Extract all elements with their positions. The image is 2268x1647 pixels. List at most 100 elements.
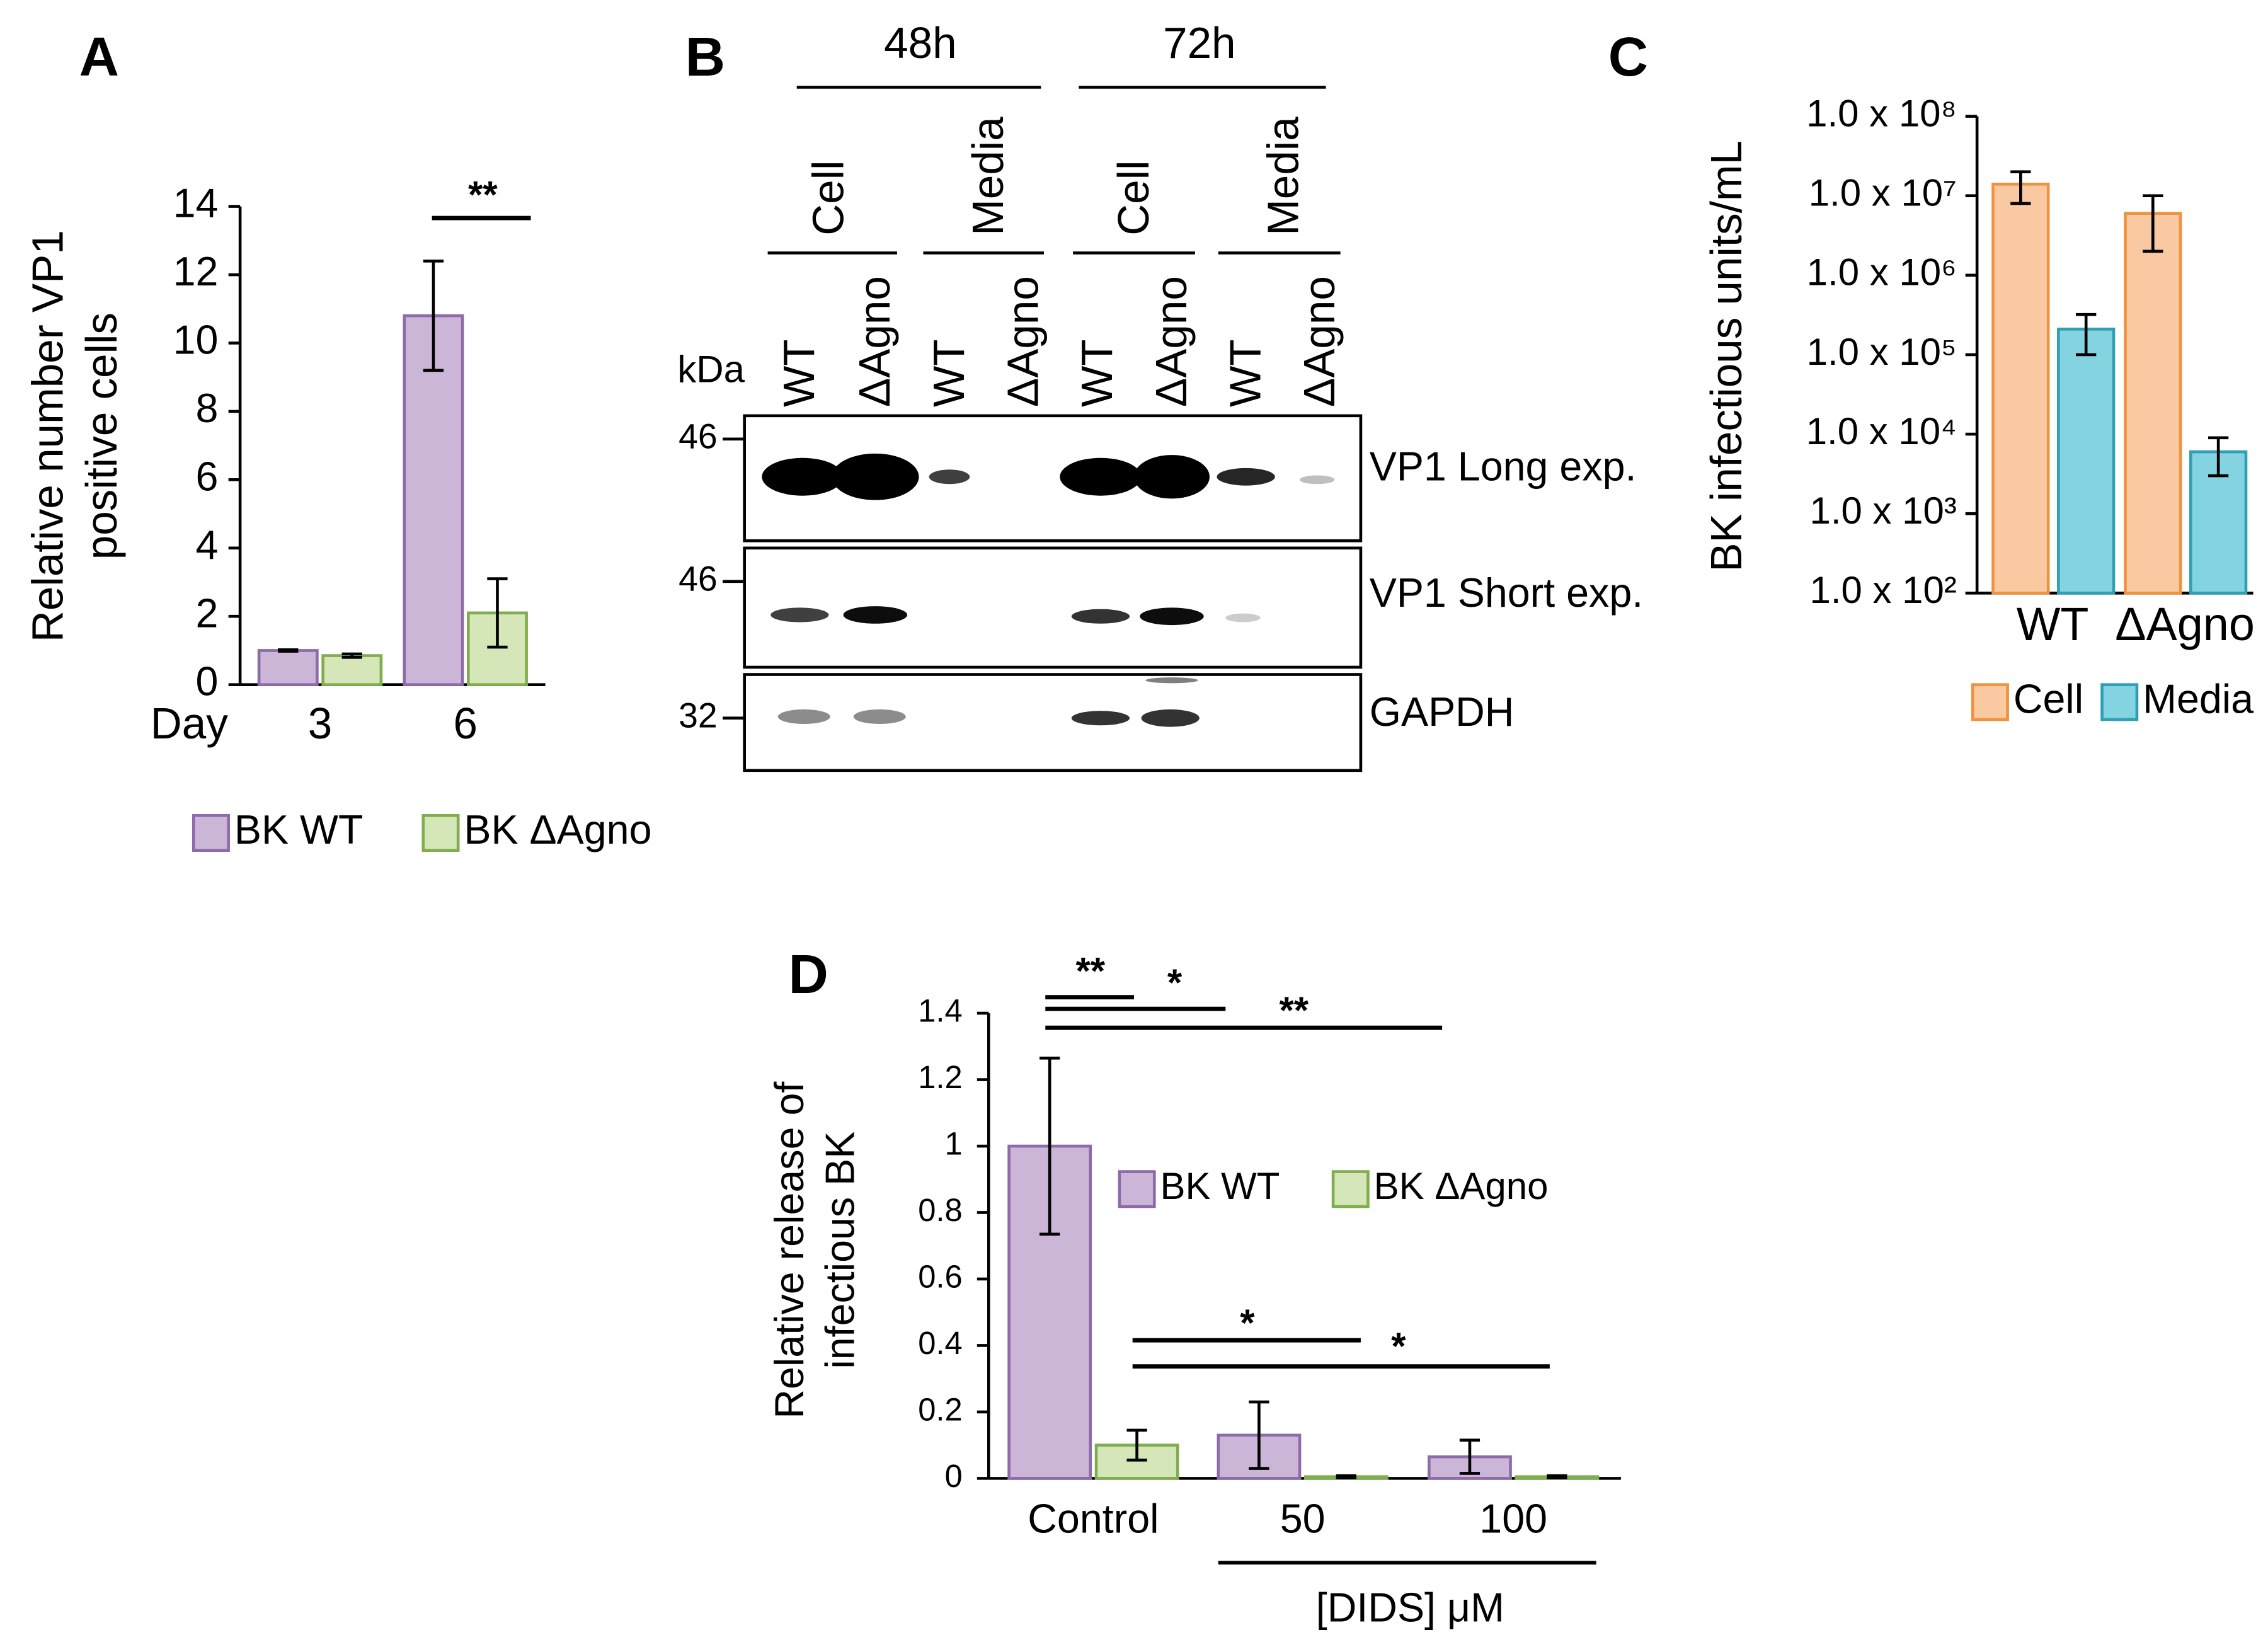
legend-swatch	[421, 814, 460, 852]
lane-label: WT	[1072, 339, 1121, 407]
fraction-label: Cell	[803, 161, 852, 236]
y-tick-label: 1.0 x 10⁵	[1807, 331, 1957, 373]
blot-band	[1300, 475, 1335, 485]
blot-band	[1071, 711, 1130, 726]
y-tick-label: 0.4	[918, 1325, 963, 1361]
error-bar	[2076, 313, 2097, 357]
legend-label: Cell	[2013, 676, 2083, 721]
blot-band	[1140, 607, 1204, 626]
marker-label: 46	[679, 559, 718, 598]
error-bar	[423, 260, 444, 372]
y-tick-label: 8	[196, 386, 219, 431]
error-bar	[2010, 170, 2031, 205]
legend-label: BK ΔAgno	[464, 807, 651, 852]
blot-band	[1060, 457, 1142, 496]
y-tick-label: 4	[196, 522, 219, 568]
strip-label: VP1 Long exp.	[1370, 444, 1637, 489]
bar	[2057, 327, 2116, 595]
panel-label: A	[79, 26, 119, 88]
y-axis-label: Relative release of	[767, 1081, 812, 1419]
legend-swatch	[1331, 1170, 1370, 1208]
y-axis-label: BK infectious units/mL	[1702, 141, 1751, 572]
bar	[2124, 212, 2182, 595]
y-tick-label: 14	[173, 181, 219, 226]
y-axis-label: Relative number VP1	[23, 230, 72, 642]
y-tick-label: 1.2	[918, 1059, 963, 1095]
y-tick-label: 1.0 x 10⁷	[1809, 172, 1957, 214]
blot-band	[1217, 468, 1275, 486]
fraction-label: Media	[963, 117, 1012, 236]
panel-label: D	[789, 943, 828, 1005]
x-tick-label: WT	[2017, 598, 2089, 650]
y-tick-label: 1	[945, 1125, 963, 1161]
significance-label: **	[468, 174, 498, 216]
error-bar	[341, 652, 362, 659]
unit-label: kDa	[677, 348, 745, 390]
y-tick-label: 1.0 x 10⁸	[1806, 92, 1957, 134]
significance-label: **	[1075, 950, 1105, 992]
x-tick-label: 50	[1280, 1496, 1326, 1542]
x-axis-label: [DIDS] μM	[1316, 1585, 1504, 1630]
lane-label: ΔAgno	[1147, 276, 1196, 407]
blot-band	[843, 606, 908, 624]
y-tick-label: 1.0 x 10⁶	[1807, 251, 1957, 294]
time-label: 48h	[884, 18, 956, 67]
y-tick-label: 1.0 x 10⁴	[1806, 410, 1957, 452]
legend-label: BK WT	[234, 807, 364, 852]
bar	[1991, 182, 2050, 595]
error-bar	[487, 577, 508, 649]
bar	[321, 654, 383, 686]
x-tick-label: 6	[453, 699, 478, 748]
marker-label: 32	[679, 696, 718, 735]
legend-swatch	[192, 814, 230, 852]
error-bar	[278, 648, 299, 653]
error-bar	[1040, 1056, 1060, 1236]
blot-band	[1134, 455, 1210, 499]
strip-label: GAPDH	[1370, 689, 1515, 735]
y-tick-label: 1.0 x 10³	[1809, 490, 1956, 532]
legend-label: BK WT	[1160, 1165, 1280, 1207]
blot-band	[1141, 709, 1200, 727]
error-bar	[2208, 436, 2229, 478]
marker-label: 46	[679, 416, 718, 456]
legend-label: Media	[2143, 676, 2254, 721]
blot-band	[853, 709, 906, 724]
error-bar	[1126, 1428, 1147, 1462]
x-tick-label: Control	[1028, 1496, 1159, 1542]
blot-band	[1071, 609, 1130, 624]
y-tick-label: 0.2	[918, 1391, 963, 1427]
lane-label: ΔAgno	[999, 276, 1048, 407]
bar	[403, 314, 464, 686]
strip-label: VP1 Short exp.	[1370, 570, 1643, 616]
lane-label: ΔAgno	[1295, 276, 1344, 407]
significance-label: *	[1240, 1302, 1255, 1344]
lane-label: ΔAgno	[850, 276, 899, 407]
y-tick-label: 0	[196, 659, 219, 704]
lane-label: WT	[774, 339, 823, 407]
fraction-label: Media	[1259, 117, 1308, 236]
x-tick-label: 100	[1479, 1496, 1547, 1542]
legend-swatch	[2100, 683, 2139, 721]
error-bar	[1547, 1474, 1567, 1479]
y-axis-label: positive cells	[77, 313, 126, 560]
error-bar	[1459, 1438, 1480, 1475]
blot-band	[777, 709, 830, 724]
y-tick-label: 0.8	[918, 1192, 963, 1228]
y-tick-label: 0	[945, 1458, 963, 1494]
significance-label: *	[1391, 1325, 1406, 1367]
blot-band	[770, 607, 829, 623]
y-tick-label: 10	[173, 318, 219, 363]
y-tick-label: 2	[196, 590, 219, 636]
y-tick-label: 1.4	[918, 992, 963, 1028]
y-tick-label: 1.0 x 10²	[1809, 569, 1956, 611]
time-label: 72h	[1163, 18, 1235, 67]
blot-strip	[743, 673, 1363, 772]
y-tick-label: 6	[196, 454, 219, 499]
lane-label: WT	[924, 339, 973, 407]
significance-label: **	[1279, 989, 1309, 1031]
y-tick-label: 12	[173, 249, 219, 294]
blot-band	[762, 457, 844, 496]
y-axis-label: infectious BK	[818, 1132, 863, 1369]
blot-strip	[743, 546, 1363, 669]
